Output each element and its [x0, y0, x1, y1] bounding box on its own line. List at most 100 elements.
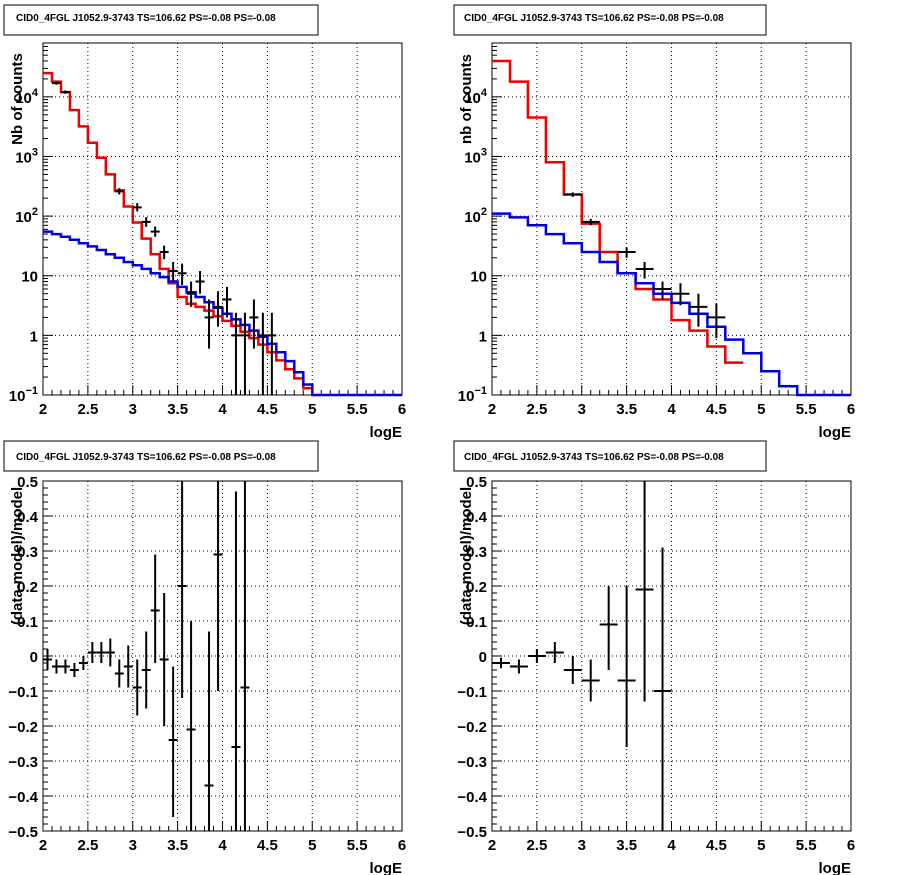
- data-point: [222, 286, 232, 318]
- chart-panel-2: 2 2.5 3 3.5 4 4.5 5 5.5 6 10−1 1 10 102 103 104 CID0_4F…: [453, 4, 855, 441]
- y-tick-label: 103: [464, 146, 487, 166]
- y-tick-label: 102: [15, 206, 38, 226]
- data-point: [132, 203, 142, 212]
- data-point: [635, 481, 654, 702]
- x-tick-label: 2: [39, 401, 47, 418]
- x-tick-label: 3.5: [167, 837, 188, 854]
- data-point: [51, 81, 61, 85]
- x-tick-label: 3: [578, 837, 586, 854]
- data-point: [150, 554, 160, 663]
- y-tick-label: 10−1: [9, 385, 38, 405]
- series-step-line-1: [43, 71, 313, 390]
- y-axis-label: (data-model)/model: [458, 487, 475, 625]
- y-tick-label: 0.1: [466, 614, 487, 631]
- data-point: [114, 659, 124, 688]
- data-point: [653, 547, 672, 831]
- x-tick-label: 6: [398, 837, 406, 854]
- chart-panel-4: 2 2.5 3 3.5 4 4.5 5 5.5 6 −0.5 −0.4 −0.3 −0.2 −0.1 0 0.…: [453, 440, 855, 875]
- data-point: [123, 645, 133, 688]
- data-point: [240, 312, 250, 395]
- data-point: [581, 218, 600, 226]
- data-point: [581, 659, 600, 702]
- x-tick-label: 4: [667, 401, 676, 418]
- data-point: [78, 656, 88, 670]
- data-point: [204, 631, 214, 831]
- x-tick-label: 5.5: [796, 401, 817, 418]
- x-tick-label: 4.5: [257, 837, 278, 854]
- x-tick-label: 3: [129, 837, 137, 854]
- x-tick-label: 4.5: [706, 401, 727, 418]
- y-axis-label: nb of counts: [458, 54, 475, 144]
- x-tick-label: 5.5: [796, 837, 817, 854]
- chart-title: CID0_4FGL J1052.9-3743 TS=106.62 PS=-0.0…: [16, 452, 276, 463]
- x-tick-label: 2: [488, 837, 496, 854]
- x-tick-label: 5.5: [347, 837, 368, 854]
- data-point: [168, 261, 178, 282]
- data-point: [689, 293, 708, 327]
- data-point: [213, 481, 223, 691]
- y-tick-label: 0.2: [17, 579, 38, 596]
- x-tick-label: 2.5: [77, 837, 98, 854]
- data-point: [141, 631, 151, 709]
- data-point: [267, 312, 277, 395]
- data-point: [150, 226, 160, 237]
- y-tick-label: 0.5: [466, 474, 487, 491]
- y-tick-label: −0.2: [8, 719, 38, 736]
- plot-frame: [42, 480, 403, 832]
- y-tick-label: 10−1: [458, 385, 487, 405]
- x-tick-label: 5: [308, 401, 316, 418]
- x-tick-label: 4: [667, 837, 676, 854]
- chart-title: CID0_4FGL J1052.9-3743 TS=106.62 PS=-0.0…: [16, 13, 276, 24]
- data-point: [213, 291, 223, 327]
- data-point: [231, 312, 241, 395]
- data-point: [240, 481, 250, 831]
- x-tick-label: 3: [129, 401, 137, 418]
- x-tick-label: 4: [218, 837, 227, 854]
- data-point: [599, 586, 618, 670]
- y-tick-label: −0.4: [8, 789, 38, 806]
- x-tick-label: 3.5: [616, 401, 637, 418]
- x-tick-label: 5: [308, 837, 316, 854]
- y-tick-label: 0: [479, 649, 487, 666]
- x-tick-label: 4: [218, 401, 227, 418]
- data-point: [105, 638, 115, 667]
- y-tick-label: 0.3: [466, 544, 487, 561]
- title-box: [453, 440, 767, 472]
- y-tick-label: 10: [21, 269, 38, 286]
- x-tick-label: 3: [578, 401, 586, 418]
- y-tick-label: 102: [464, 206, 487, 226]
- series-step-line-2: [43, 230, 402, 397]
- x-axis-label: logE: [370, 860, 403, 875]
- x-tick-label: 4.5: [706, 837, 727, 854]
- data-point: [635, 261, 654, 279]
- y-axis-label: (data-model)/model: [9, 487, 26, 625]
- data-point: [653, 281, 672, 300]
- data-point: [707, 303, 726, 339]
- series-step-line-2: [492, 212, 851, 397]
- data-point: [563, 192, 582, 197]
- x-axis-label: logE: [370, 424, 403, 441]
- data-point: [204, 299, 214, 349]
- data-point: [617, 247, 636, 258]
- data-point: [249, 299, 259, 349]
- data-point: [60, 90, 70, 94]
- title-box: [3, 440, 319, 472]
- data-point: [492, 657, 510, 669]
- chart-panel-1: 2 2.5 3 3.5 4 4.5 5 5.5 6 10−1 1 10 102 103 104 CID0_4F…: [3, 4, 406, 441]
- y-tick-label: 10: [470, 269, 487, 286]
- y-tick-label: 1: [30, 328, 38, 345]
- x-tick-label: 4.5: [257, 401, 278, 418]
- data-point: [563, 656, 582, 684]
- data-point: [177, 481, 187, 698]
- y-tick-label: −0.2: [457, 719, 487, 736]
- y-tick-label: 0.1: [17, 614, 38, 631]
- data-point: [96, 642, 106, 663]
- y-axis-label: Nb of counts: [9, 53, 26, 145]
- y-tick-label: −0.1: [8, 684, 38, 701]
- x-tick-label: 3.5: [167, 401, 188, 418]
- y-tick-label: 103: [15, 146, 38, 166]
- chart-panel-3: 2 2.5 3 3.5 4 4.5 5 5.5 6 −0.5 −0.4 −0.3 −0.2 −0.1 0 0.…: [3, 440, 406, 875]
- x-tick-label: 2.5: [526, 837, 547, 854]
- y-tick-label: 104: [464, 87, 488, 107]
